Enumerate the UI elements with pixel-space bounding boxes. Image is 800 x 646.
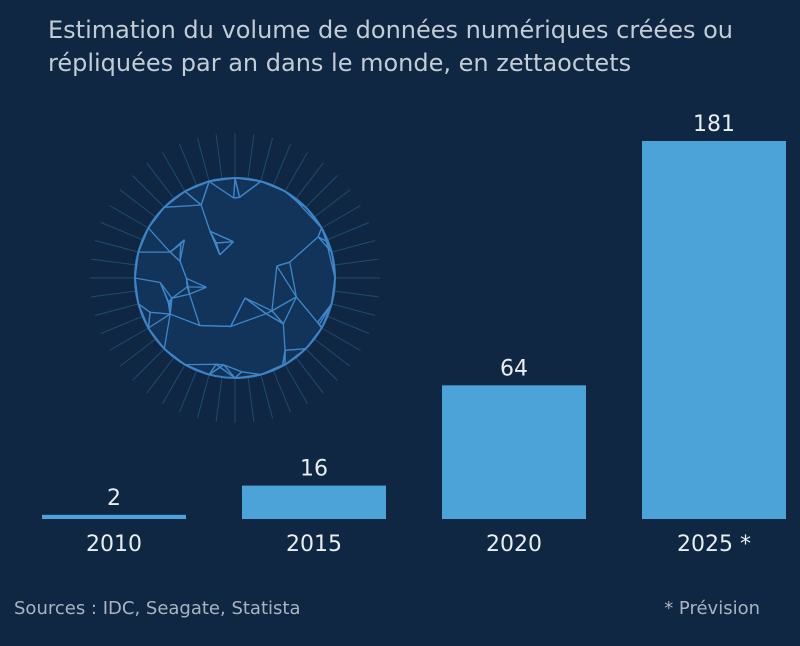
value-label: 64 [500, 356, 528, 381]
category-label: 2020 [486, 532, 542, 557]
value-label: 181 [693, 112, 735, 137]
category-label: 2025 * [677, 532, 751, 557]
globe-network-icon [90, 133, 380, 423]
forecast-note: * Prévision [664, 598, 760, 619]
category-label: 2015 [286, 532, 342, 557]
bar-2025 [642, 141, 786, 519]
sources-text: Sources : IDC, Seagate, Statista [14, 598, 301, 619]
category-label: 2010 [86, 532, 142, 557]
value-label: 16 [300, 457, 328, 482]
chart-title: Estimation du volume de données numériqu… [48, 16, 733, 77]
bar-2020 [442, 385, 586, 519]
bar-2015 [242, 485, 386, 519]
bar-2010 [42, 514, 186, 519]
value-label: 2 [107, 486, 121, 511]
